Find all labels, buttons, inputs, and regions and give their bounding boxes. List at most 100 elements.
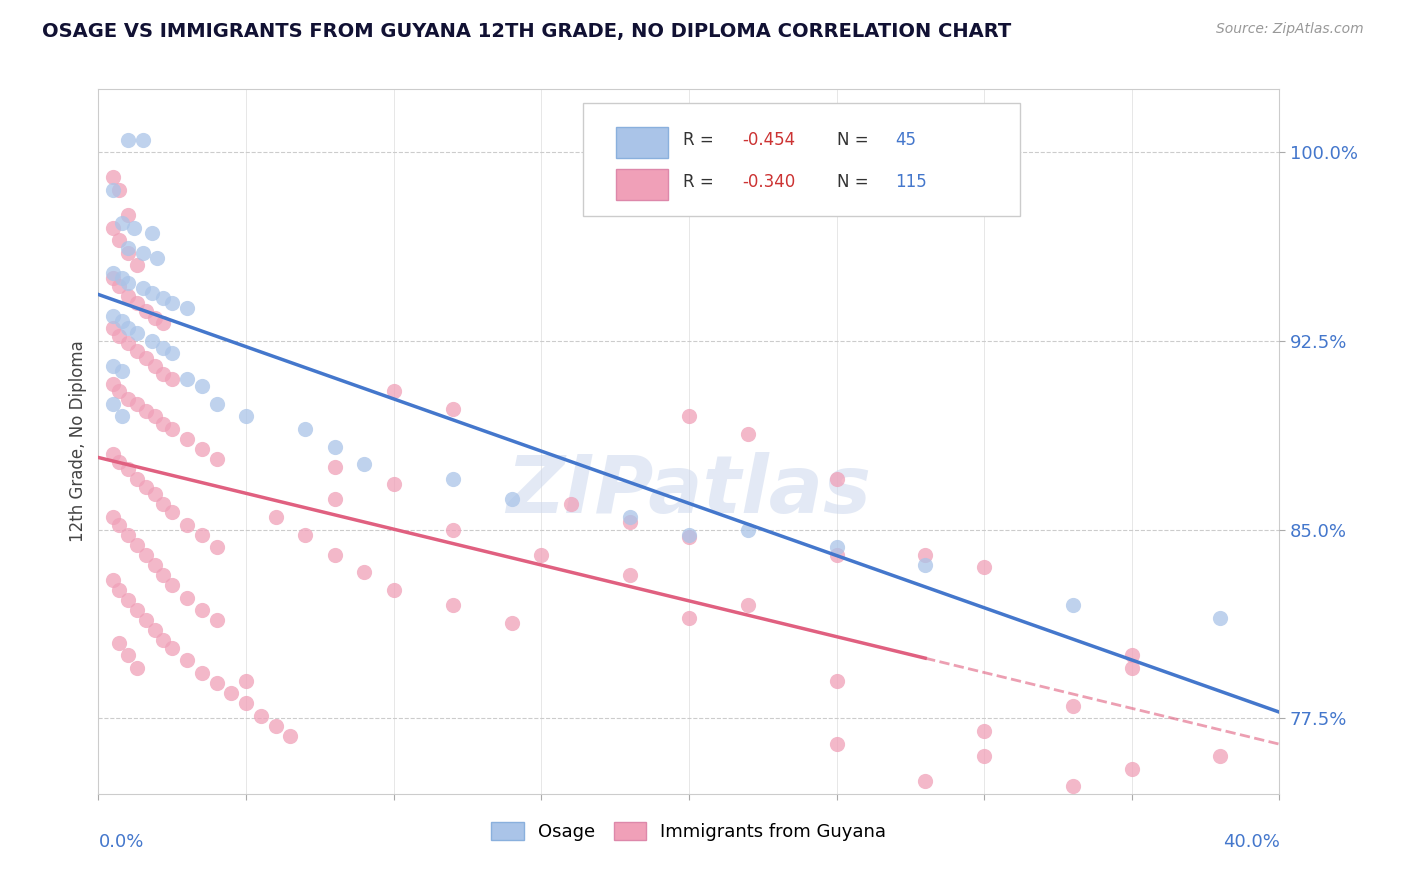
Point	[103, 321, 125, 335]
Point	[250, 709, 273, 723]
Point	[117, 245, 139, 260]
Point	[117, 392, 139, 406]
Point	[108, 582, 131, 597]
Point	[135, 404, 157, 418]
Point	[143, 487, 166, 501]
Point	[323, 459, 346, 474]
Point	[117, 527, 139, 541]
Point	[117, 593, 139, 607]
Point	[103, 397, 125, 411]
Point	[176, 301, 198, 315]
Point	[125, 296, 148, 310]
Point	[176, 371, 198, 385]
Point	[162, 346, 183, 360]
Point	[1121, 648, 1143, 663]
Point	[152, 291, 174, 305]
Point	[117, 132, 139, 146]
Point	[103, 309, 125, 323]
Point	[560, 498, 582, 512]
Point	[205, 397, 228, 411]
Point	[176, 653, 198, 667]
Point	[825, 673, 848, 688]
Point	[264, 719, 287, 733]
Point	[191, 666, 214, 681]
Point	[135, 351, 157, 366]
Point	[125, 259, 148, 273]
Point	[108, 278, 131, 293]
Point	[103, 573, 125, 587]
Point	[264, 510, 287, 524]
Y-axis label: 12th Grade, No Diploma: 12th Grade, No Diploma	[69, 341, 87, 542]
Point	[143, 359, 166, 373]
Point	[1062, 598, 1084, 612]
Point	[825, 540, 848, 554]
Point	[117, 276, 139, 290]
Point	[143, 409, 166, 424]
Point	[143, 311, 166, 326]
Point	[162, 640, 183, 655]
Point	[441, 523, 464, 537]
Point	[1209, 611, 1232, 625]
Point	[122, 220, 145, 235]
Point	[323, 440, 346, 454]
Point	[108, 455, 131, 469]
Point	[162, 422, 183, 436]
Point	[619, 515, 641, 529]
Point	[117, 241, 139, 255]
Point	[141, 334, 163, 348]
Point	[191, 379, 214, 393]
Point	[135, 480, 157, 494]
Point	[152, 568, 174, 582]
Point	[162, 371, 183, 385]
FancyBboxPatch shape	[616, 169, 668, 200]
Point	[501, 615, 523, 630]
FancyBboxPatch shape	[582, 103, 1019, 216]
Text: 40.0%: 40.0%	[1223, 832, 1279, 851]
Text: Source: ZipAtlas.com: Source: ZipAtlas.com	[1216, 22, 1364, 37]
Point	[152, 417, 174, 431]
Point	[1209, 749, 1232, 764]
Point	[141, 286, 163, 301]
Point	[152, 342, 174, 356]
Point	[117, 208, 139, 222]
Point	[530, 548, 553, 562]
Point	[103, 359, 125, 373]
Point	[111, 364, 134, 378]
Point	[117, 288, 139, 302]
Point	[382, 384, 405, 399]
Point	[103, 447, 125, 461]
Point	[619, 568, 641, 582]
Point	[162, 296, 183, 310]
Point	[135, 613, 157, 627]
Point	[382, 582, 405, 597]
Point	[323, 492, 346, 507]
Point	[205, 676, 228, 690]
Point	[141, 226, 163, 240]
Point	[108, 328, 131, 343]
Point	[152, 316, 174, 330]
Point	[117, 462, 139, 476]
Point	[678, 611, 700, 625]
Point	[191, 603, 214, 617]
Text: N =: N =	[837, 173, 873, 191]
Point	[103, 510, 125, 524]
Point	[135, 548, 157, 562]
Point	[191, 442, 214, 456]
Point	[135, 303, 157, 318]
Point	[205, 613, 228, 627]
Point	[125, 472, 148, 486]
Legend: Osage, Immigrants from Guyana: Osage, Immigrants from Guyana	[484, 814, 894, 848]
Point	[132, 132, 155, 146]
Point	[205, 452, 228, 467]
Point	[103, 220, 125, 235]
Point	[143, 558, 166, 572]
Point	[176, 591, 198, 605]
Point	[117, 321, 139, 335]
Point	[108, 517, 131, 532]
Point	[221, 686, 243, 700]
Point	[353, 566, 375, 580]
Point	[117, 336, 139, 351]
Point	[737, 523, 759, 537]
Point	[1062, 780, 1084, 794]
Point	[176, 517, 198, 532]
